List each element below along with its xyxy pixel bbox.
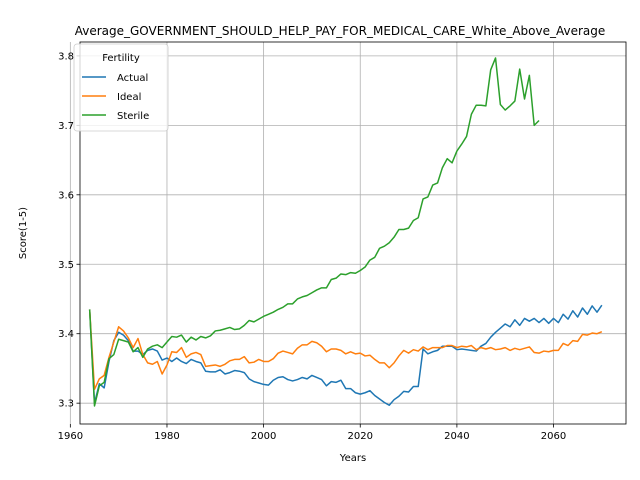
x-axis-label: Years — [339, 453, 366, 464]
y-tick-label: 3.5 — [58, 260, 74, 271]
legend-title: Fertility — [102, 53, 140, 64]
legend-label-sterile: Sterile — [117, 111, 149, 122]
series-lines — [88, 57, 603, 407]
y-tick-label: 3.7 — [58, 121, 74, 132]
legend: Fertility Actual Ideal Sterile — [73, 43, 169, 132]
y-tick-label: 3.3 — [58, 399, 74, 410]
legend-box — [73, 43, 169, 132]
legend-label-actual: Actual — [117, 73, 148, 84]
x-tick-label: 1960 — [58, 431, 83, 442]
y-tick-label: 3.6 — [58, 190, 74, 201]
chart-title: Average_GOVERNMENT_SHOULD_HELP_PAY_FOR_M… — [75, 24, 606, 38]
legend-items: Actual Ideal Sterile — [82, 73, 149, 122]
x-tick-label: 1980 — [154, 431, 179, 442]
legend-label-ideal: Ideal — [117, 92, 141, 103]
x-tick-label: 2060 — [541, 431, 566, 442]
y-axis-ticks: 3.3 3.4 3.5 3.6 3.7 3.8 — [58, 51, 80, 410]
y-axis-label: Score(1-5) — [18, 207, 29, 259]
y-tick-label: 3.4 — [58, 329, 74, 340]
series-line-actual — [88, 304, 603, 406]
series-line-ideal — [88, 309, 603, 391]
series-line-sterile — [88, 57, 540, 407]
x-tick-label: 2020 — [348, 431, 373, 442]
plot-frame — [79, 41, 627, 425]
x-tick-label: 2000 — [251, 431, 276, 442]
y-tick-label: 3.8 — [58, 51, 74, 62]
x-tick-label: 2040 — [444, 431, 469, 442]
x-axis-ticks: 1960 1980 2000 2020 2040 2060 — [58, 424, 566, 442]
